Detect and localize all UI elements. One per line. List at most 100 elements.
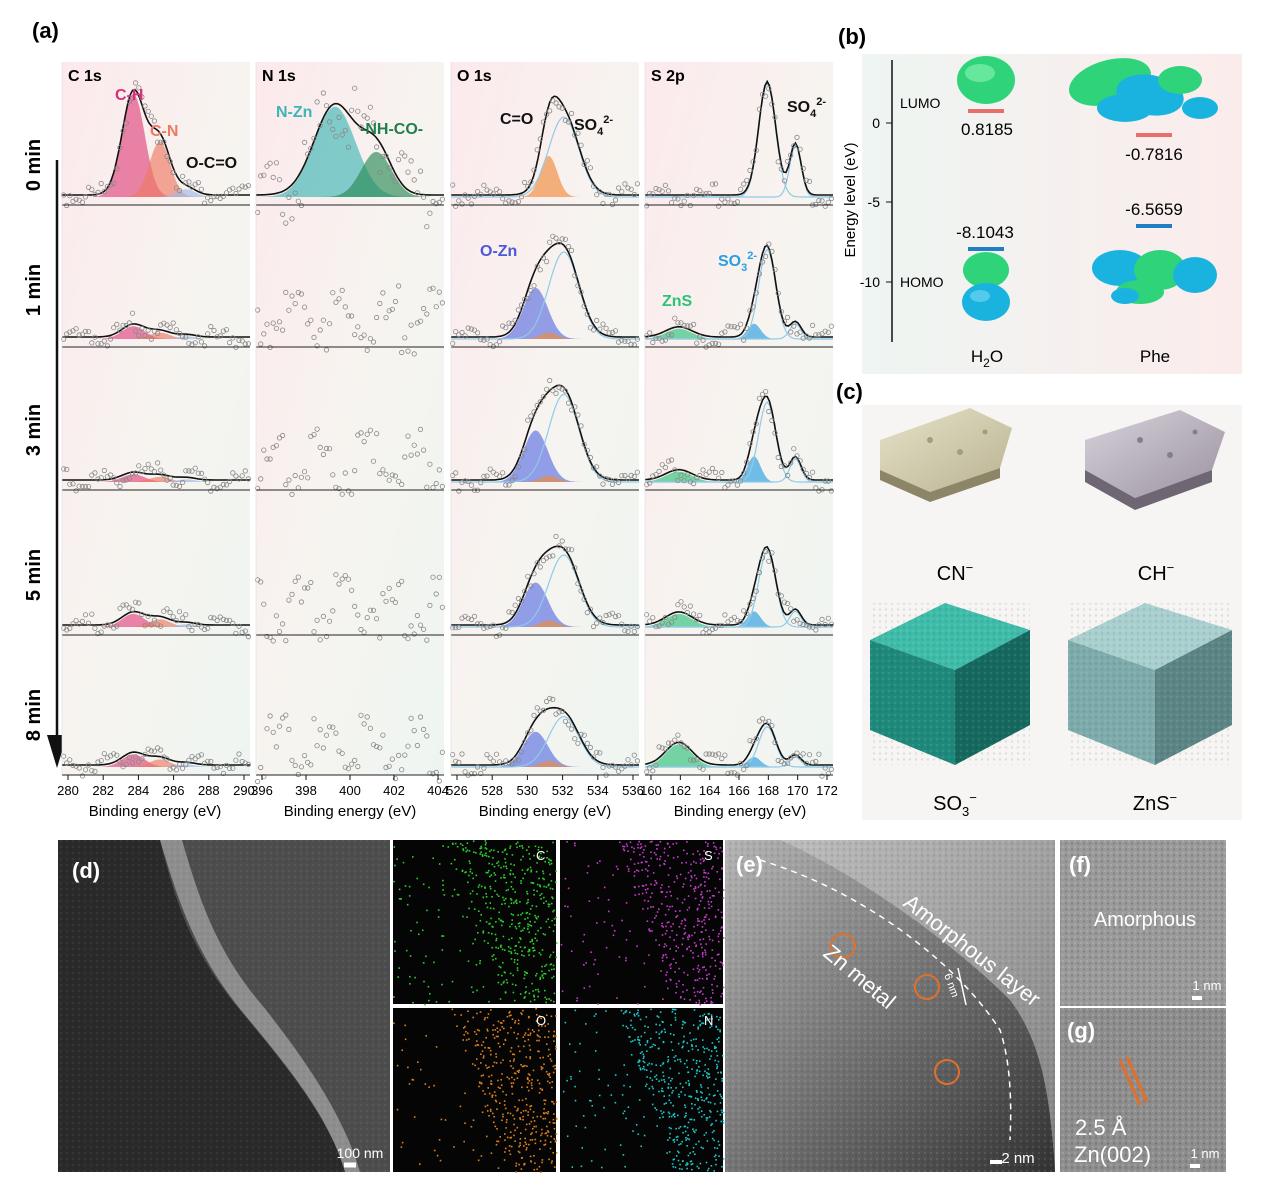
xps-data-point: [82, 612, 89, 618]
xps-data-point: [778, 463, 784, 470]
xps-data-point: [117, 327, 123, 333]
xps-data-point: [323, 445, 330, 452]
xps-data-point: [60, 753, 67, 759]
xps-data-point: [267, 713, 273, 719]
xps-data-point: [600, 321, 606, 327]
xps-envelope: [62, 610, 250, 626]
xps-data-point: [389, 306, 395, 312]
xps-data-point: [816, 332, 822, 338]
xps-data-point: [220, 481, 226, 488]
xps-data-point: [151, 118, 157, 124]
xps-data-point: [584, 609, 590, 616]
xps-data-point: [142, 751, 148, 757]
xps-data-point: [778, 593, 784, 599]
xps-data-point: [709, 465, 716, 471]
xps-data-point: [813, 332, 819, 338]
xps-data-point: [427, 461, 433, 467]
xps-data-point: [436, 574, 442, 580]
xps-data-point: [531, 167, 537, 173]
xps-data-point: [681, 604, 687, 610]
xps-data-point: [233, 473, 239, 479]
xps-data-point: [317, 637, 323, 643]
xps-data-point: [581, 441, 587, 447]
xps-data-point: [700, 467, 706, 473]
xps-data-point: [775, 757, 781, 764]
xps-data-point: [323, 347, 330, 353]
xps-data-point: [741, 337, 747, 343]
xps-data-point: [759, 259, 766, 265]
xps-data-point: [550, 696, 556, 703]
xps-data-point: [753, 588, 759, 594]
xps-data-point: [800, 165, 806, 172]
xps-data-point: [653, 624, 659, 630]
xps-data-point: [506, 760, 512, 766]
xps-data-point: [584, 158, 590, 164]
xps-data-point: [741, 181, 747, 187]
xps-data-point: [668, 457, 675, 463]
xps-data-point: [258, 764, 264, 771]
xps-tick-label: 286: [163, 783, 185, 798]
panel-tag-f: (f): [1069, 852, 1091, 877]
xps-data-point: [123, 322, 129, 329]
xps-data-point: [462, 769, 468, 775]
xps-data-point: [581, 596, 587, 602]
xps-data-point: [305, 151, 311, 157]
ch-label: CH−: [1138, 560, 1174, 585]
xps-data-point: [261, 331, 267, 337]
xps-data-point: [145, 461, 151, 467]
xps-data-point: [373, 314, 380, 321]
xps-data-point: [487, 623, 493, 630]
xps-data-point: [392, 599, 398, 606]
xps-data-point: [173, 482, 179, 488]
xps-data-point: [562, 718, 569, 724]
xps-data-point: [531, 409, 537, 415]
xps-data-point: [453, 328, 459, 335]
xps-data-point: [719, 469, 725, 476]
xps-data-point: [478, 336, 484, 343]
xps-data-point: [506, 198, 512, 204]
xps-data-point: [348, 587, 355, 593]
xps-data-point: [697, 472, 703, 479]
xps-data-point: [828, 195, 835, 202]
lumo-label: LUMO: [900, 95, 941, 111]
xps-data-point: [180, 334, 186, 340]
xps-data-point: [709, 751, 716, 757]
xps-data-point: [417, 714, 424, 720]
xps-data-point: [230, 765, 236, 771]
xps-data-point: [659, 462, 665, 468]
xps-data-point: [386, 308, 392, 314]
xps-data-point: [687, 757, 694, 763]
xps-data-point: [766, 558, 772, 564]
xps-data-point: [484, 473, 490, 479]
xps-data-point: [73, 326, 79, 332]
xps-peak-component: [645, 756, 833, 768]
xps-data-point: [816, 622, 822, 628]
h2o-lumo-value: 0.8185: [961, 120, 1013, 139]
xps-data-point: [136, 85, 142, 91]
xps-data-point: [506, 609, 512, 615]
f-scale-label: 1 nm: [1193, 978, 1222, 993]
xps-data-point: [270, 638, 276, 644]
xps-data-point: [471, 613, 478, 620]
xps-data-point: [133, 328, 139, 334]
xps-data-point: [572, 736, 578, 742]
xps-data-point: [424, 733, 430, 739]
xps-data-point: [136, 600, 142, 606]
xps-data-point: [392, 473, 398, 479]
xps-data-point: [279, 621, 286, 627]
so3-fragment-cube: [870, 603, 1030, 765]
xps-data-point: [800, 466, 806, 472]
xps-tick-label: 288: [198, 783, 220, 798]
xps-data-point: [462, 333, 468, 339]
label-o-c-o: O-C=O: [186, 155, 237, 172]
xps-data-point: [358, 626, 364, 633]
xps-data-point: [367, 607, 373, 613]
xps-envelope: [644, 722, 833, 766]
xps-data-point: [568, 547, 575, 553]
xps-data-point: [825, 615, 831, 621]
xps-data-point: [392, 775, 398, 782]
xps-data-point: [439, 300, 445, 306]
xps-data-point: [355, 612, 361, 618]
xps-data-point: [631, 191, 637, 198]
xps-data-point: [684, 192, 690, 198]
